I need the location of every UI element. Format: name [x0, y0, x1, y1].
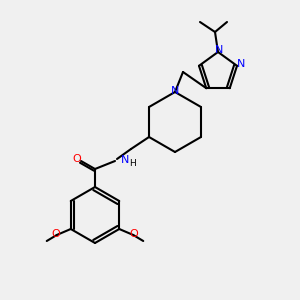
Text: O: O — [130, 229, 139, 239]
Text: N: N — [237, 59, 245, 69]
Text: N: N — [121, 155, 129, 165]
Text: O: O — [51, 229, 60, 239]
Text: H: H — [129, 158, 136, 167]
Text: N: N — [215, 45, 223, 55]
Text: N: N — [171, 86, 179, 96]
Text: O: O — [73, 154, 81, 164]
